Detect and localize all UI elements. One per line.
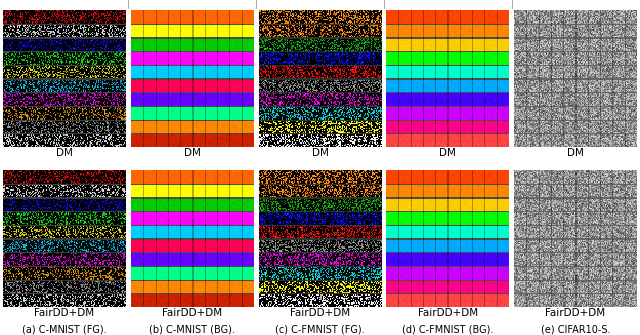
Text: FairDD+DM: FairDD+DM	[290, 308, 350, 318]
Text: FairDD+DM: FairDD+DM	[35, 308, 95, 318]
Text: DM: DM	[567, 148, 584, 158]
Text: FairDD+DM: FairDD+DM	[418, 308, 478, 318]
Text: (e) CIFAR10-S.: (e) CIFAR10-S.	[541, 325, 610, 335]
Text: FairDD+DM: FairDD+DM	[545, 308, 605, 318]
Text: (b) C-MNIST (BG).: (b) C-MNIST (BG).	[149, 325, 235, 335]
Text: FairDD+DM: FairDD+DM	[162, 308, 222, 318]
Text: DM: DM	[312, 148, 328, 158]
Text: DM: DM	[184, 148, 201, 158]
Text: (c) C-FMNIST (FG).: (c) C-FMNIST (FG).	[275, 325, 365, 335]
Text: DM: DM	[56, 148, 73, 158]
Text: DM: DM	[439, 148, 456, 158]
Text: (a) C-MNIST (FG).: (a) C-MNIST (FG).	[22, 325, 107, 335]
Text: (d) C-FMNIST (BG).: (d) C-FMNIST (BG).	[402, 325, 493, 335]
